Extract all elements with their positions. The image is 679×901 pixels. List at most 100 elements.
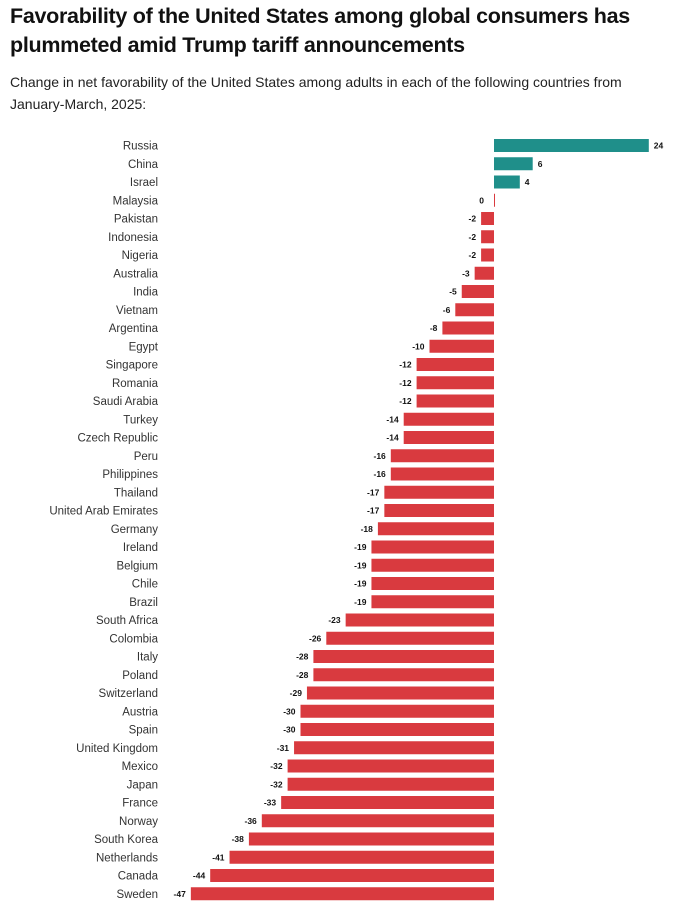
bar-pakistan bbox=[481, 212, 494, 225]
value-label-turkey: -14 bbox=[386, 414, 399, 424]
category-label-netherlands: Netherlands bbox=[96, 852, 158, 864]
bar-mexico bbox=[287, 759, 494, 773]
category-label-brazil: Brazil bbox=[129, 597, 158, 609]
value-label-belgium: -19 bbox=[354, 560, 367, 570]
value-label-vietnam: -6 bbox=[443, 305, 451, 315]
bar-chile bbox=[371, 577, 494, 590]
category-label-germany: Germany bbox=[111, 524, 159, 536]
bar-norway bbox=[261, 814, 494, 828]
bar-united-kingdom bbox=[294, 741, 494, 755]
value-label-philippines: -16 bbox=[374, 469, 387, 479]
category-label-saudi-arabia: Saudi Arabia bbox=[93, 396, 159, 408]
category-label-colombia: Colombia bbox=[109, 633, 158, 645]
value-label-canada: -44 bbox=[193, 871, 206, 881]
category-label-philippines: Philippines bbox=[102, 469, 158, 481]
value-label-china: 6 bbox=[538, 159, 543, 169]
value-label-austria: -30 bbox=[283, 706, 296, 716]
bar-vietnam bbox=[455, 303, 494, 317]
category-label-south-africa: South Africa bbox=[96, 615, 159, 627]
value-label-brazil: -19 bbox=[354, 597, 367, 607]
bar-ireland bbox=[371, 540, 494, 554]
bar-spain bbox=[300, 723, 494, 736]
bar-brazil bbox=[371, 595, 494, 609]
bar-indonesia bbox=[481, 230, 494, 244]
value-label-netherlands: -41 bbox=[212, 852, 225, 862]
category-label-romania: Romania bbox=[112, 378, 159, 390]
value-label-israel: 4 bbox=[525, 177, 530, 187]
bar-canada bbox=[210, 869, 494, 882]
value-label-ireland: -19 bbox=[354, 542, 367, 552]
value-label-india: -5 bbox=[449, 287, 457, 297]
bar-sweden bbox=[190, 887, 494, 901]
value-label-united-arab-emirates: -17 bbox=[367, 506, 380, 516]
bar-israel bbox=[494, 175, 520, 189]
value-label-czech-republic: -14 bbox=[386, 433, 399, 443]
bar-nigeria bbox=[481, 248, 494, 262]
category-label-chile: Chile bbox=[132, 579, 158, 591]
category-label-sweden: Sweden bbox=[116, 889, 158, 901]
category-label-united-kingdom: United Kingdom bbox=[76, 743, 158, 755]
value-label-colombia: -26 bbox=[309, 633, 322, 643]
bar-germany bbox=[377, 522, 494, 536]
category-label-singapore: Singapore bbox=[106, 360, 158, 372]
bar-italy bbox=[313, 650, 494, 663]
value-label-norway: -36 bbox=[245, 816, 258, 826]
value-label-sweden: -47 bbox=[174, 889, 187, 899]
category-label-egypt: Egypt bbox=[129, 341, 159, 353]
category-label-thailand: Thailand bbox=[114, 487, 158, 499]
value-label-germany: -18 bbox=[361, 524, 374, 534]
bar-turkey bbox=[403, 412, 494, 426]
value-label-poland: -28 bbox=[296, 670, 309, 680]
bar-china bbox=[494, 157, 533, 171]
value-label-russia: 24 bbox=[654, 141, 664, 151]
value-labels: 24640-2-2-2-3-5-6-8-10-12-12-12-14-14-16… bbox=[174, 141, 664, 899]
category-label-south-korea: South Korea bbox=[94, 834, 159, 846]
category-label-switzerland: Switzerland bbox=[99, 688, 158, 700]
value-label-mexico: -32 bbox=[270, 761, 283, 771]
category-label-norway: Norway bbox=[119, 816, 158, 828]
value-label-indonesia: -2 bbox=[469, 232, 477, 242]
category-label-austria: Austria bbox=[122, 706, 158, 718]
bar-australia bbox=[474, 266, 494, 280]
category-label-united-arab-emirates: United Arab Emirates bbox=[49, 506, 158, 518]
category-label-malaysia: Malaysia bbox=[113, 195, 159, 207]
bar-france bbox=[281, 796, 494, 809]
value-label-south-korea: -38 bbox=[232, 834, 245, 844]
category-label-canada: Canada bbox=[118, 871, 159, 883]
bar-colombia bbox=[326, 631, 494, 645]
category-label-israel: Israel bbox=[130, 177, 158, 189]
category-label-vietnam: Vietnam bbox=[116, 305, 158, 317]
value-label-thailand: -17 bbox=[367, 487, 380, 497]
category-label-russia: Russia bbox=[123, 141, 159, 153]
category-label-ireland: Ireland bbox=[123, 542, 158, 554]
category-label-peru: Peru bbox=[134, 451, 158, 463]
bar-singapore bbox=[416, 358, 494, 371]
value-label-australia: -3 bbox=[462, 268, 470, 278]
value-label-singapore: -12 bbox=[399, 360, 412, 370]
bar-south-korea bbox=[248, 832, 494, 846]
category-label-poland: Poland bbox=[122, 670, 158, 682]
value-label-nigeria: -2 bbox=[469, 250, 477, 260]
value-label-chile: -19 bbox=[354, 579, 367, 589]
bar-netherlands bbox=[229, 850, 495, 864]
value-label-saudi-arabia: -12 bbox=[399, 396, 412, 406]
category-label-france: France bbox=[122, 798, 158, 810]
bar-poland bbox=[313, 668, 494, 682]
value-label-united-kingdom: -31 bbox=[277, 743, 290, 753]
bar-argentina bbox=[442, 321, 494, 335]
bar-thailand bbox=[384, 485, 494, 499]
value-label-egypt: -10 bbox=[412, 341, 425, 351]
category-label-japan: Japan bbox=[127, 779, 158, 791]
category-label-mexico: Mexico bbox=[122, 761, 158, 773]
bar-south-africa bbox=[345, 613, 494, 627]
category-label-argentina: Argentina bbox=[109, 323, 159, 335]
value-label-japan: -32 bbox=[270, 779, 283, 789]
chart-subtitle: Change in net favorability of the United… bbox=[10, 74, 622, 112]
value-label-argentina: -8 bbox=[430, 323, 438, 333]
bar-czech-republic bbox=[403, 431, 494, 444]
value-label-switzerland: -29 bbox=[290, 688, 303, 698]
bar-malaysia bbox=[494, 193, 495, 207]
category-label-belgium: Belgium bbox=[116, 560, 158, 572]
category-label-china: China bbox=[128, 159, 159, 171]
value-label-romania: -12 bbox=[399, 378, 412, 388]
